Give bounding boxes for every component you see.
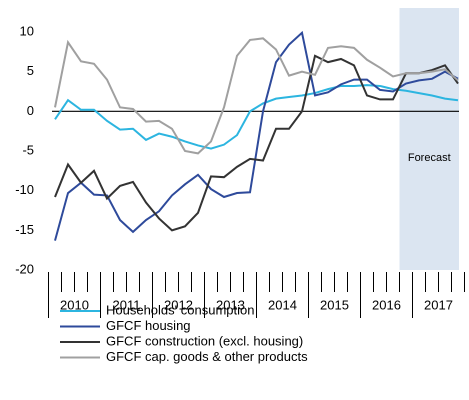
y-tick-label: -15 xyxy=(15,222,34,237)
legend-label: GFCF cap. goods & other products xyxy=(106,349,308,364)
x-tick-label: 2013 xyxy=(216,297,245,312)
x-tick-label: 2015 xyxy=(320,297,349,312)
series-line xyxy=(54,84,459,150)
y-tick-label: 10 xyxy=(20,23,34,38)
y-tick-label: -20 xyxy=(15,261,34,276)
legend-label: GFCF housing xyxy=(106,318,191,333)
series-line xyxy=(54,54,459,232)
y-tick-label: 0 xyxy=(27,103,34,118)
series-line xyxy=(54,37,459,155)
legend-label: GFCF construction (excl. housing) xyxy=(106,333,303,348)
y-tick-label: -10 xyxy=(15,182,34,197)
y-tick-label: 5 xyxy=(27,63,34,78)
x-tick-label: 2017 xyxy=(424,297,453,312)
x-tick-label: 2016 xyxy=(372,297,401,312)
legend-label: Households' consumption xyxy=(106,302,254,317)
forecast-label: Forecast xyxy=(408,152,451,164)
x-tick-label: 2014 xyxy=(268,297,297,312)
x-tick-label: 2011 xyxy=(113,297,141,312)
series-line xyxy=(54,30,459,241)
x-tick-label: 2010 xyxy=(60,297,89,312)
y-tick-label: -5 xyxy=(22,142,34,157)
x-tick-label: 2012 xyxy=(164,297,193,312)
forecast-region xyxy=(399,8,459,270)
